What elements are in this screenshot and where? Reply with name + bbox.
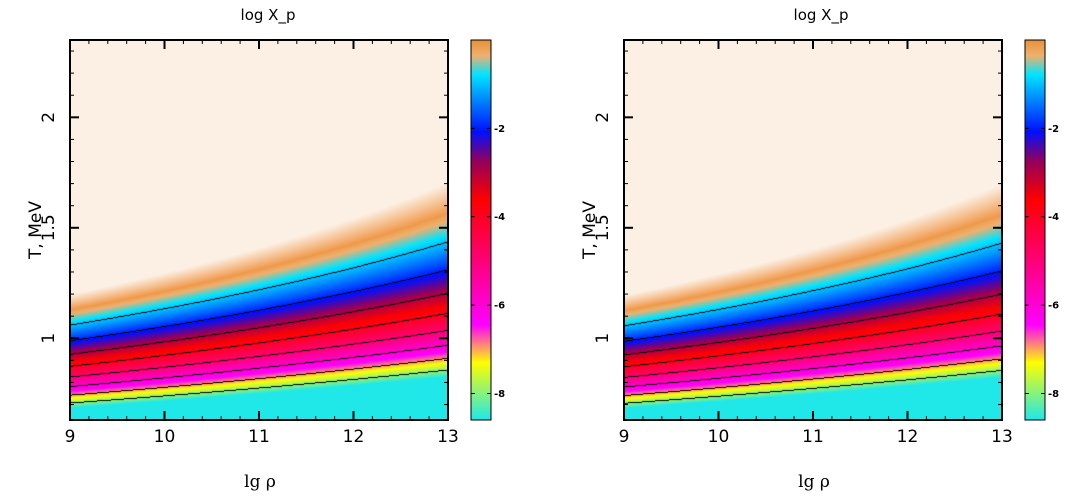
colorbar-tick-label: -8 <box>1048 389 1059 400</box>
y-tick-label: 2 <box>39 112 59 123</box>
colorbar-tick-label: -6 <box>1048 301 1059 312</box>
colorbar-tick-label: -8 <box>494 389 505 400</box>
x-tick-label: 11 <box>248 427 270 447</box>
x-tick-label: 13 <box>437 427 459 447</box>
colorbar-ticks: -2 -4 -6 -8 <box>471 124 505 400</box>
x-tick-label: 10 <box>154 427 176 447</box>
y-tick-label: 1.5 <box>39 214 59 241</box>
colorbar-tick-label: -4 <box>1048 212 1059 223</box>
heatmap-plot-area <box>624 40 1002 420</box>
colorbar-frame <box>470 39 492 421</box>
axes: 9 10 11 12 13 1 1.5 2 <box>593 40 1013 447</box>
colorbar-tick-label: -4 <box>494 212 505 223</box>
x-tick-label: 12 <box>897 427 919 447</box>
colorbar-tick-label: -6 <box>494 301 505 312</box>
colorbar-ticks: -2 -4 -6 -8 <box>1025 124 1059 400</box>
y-axis-label: T, MeV <box>26 201 46 260</box>
x-tick-label: 11 <box>802 427 824 447</box>
heatmap-canvas <box>70 40 448 420</box>
x-axis-label: lg ρ <box>244 472 276 492</box>
colorbar-tick-label: -2 <box>1048 124 1059 135</box>
chart-title: log X_p <box>241 6 296 25</box>
colorbar-canvas <box>471 40 491 420</box>
x-tick-label: 12 <box>343 427 365 447</box>
y-tick-label: 1.5 <box>593 214 613 241</box>
x-tick-label: 10 <box>708 427 730 447</box>
x-tick-label: 9 <box>65 427 76 447</box>
axes: 9 10 11 12 13 1 1.5 2 <box>39 40 459 447</box>
heatmap-plot-area <box>70 40 448 420</box>
colorbar-frame <box>1024 39 1046 421</box>
chart-title: log X_p <box>794 6 849 25</box>
x-axis-label: lg ρ <box>798 472 830 492</box>
x-tick-label: 13 <box>991 427 1013 447</box>
y-axis-label: T, MeV <box>580 201 600 260</box>
colorbar-canvas <box>1025 40 1045 420</box>
colorbar-tick-label: -2 <box>494 124 505 135</box>
heatmap-canvas <box>624 40 1002 420</box>
y-tick-label: 2 <box>593 112 613 123</box>
x-tick-label: 9 <box>619 427 630 447</box>
y-tick-label: 1 <box>39 333 59 344</box>
y-tick-label: 1 <box>593 333 613 344</box>
colorbar <box>1025 40 1045 420</box>
colorbar <box>471 40 491 420</box>
